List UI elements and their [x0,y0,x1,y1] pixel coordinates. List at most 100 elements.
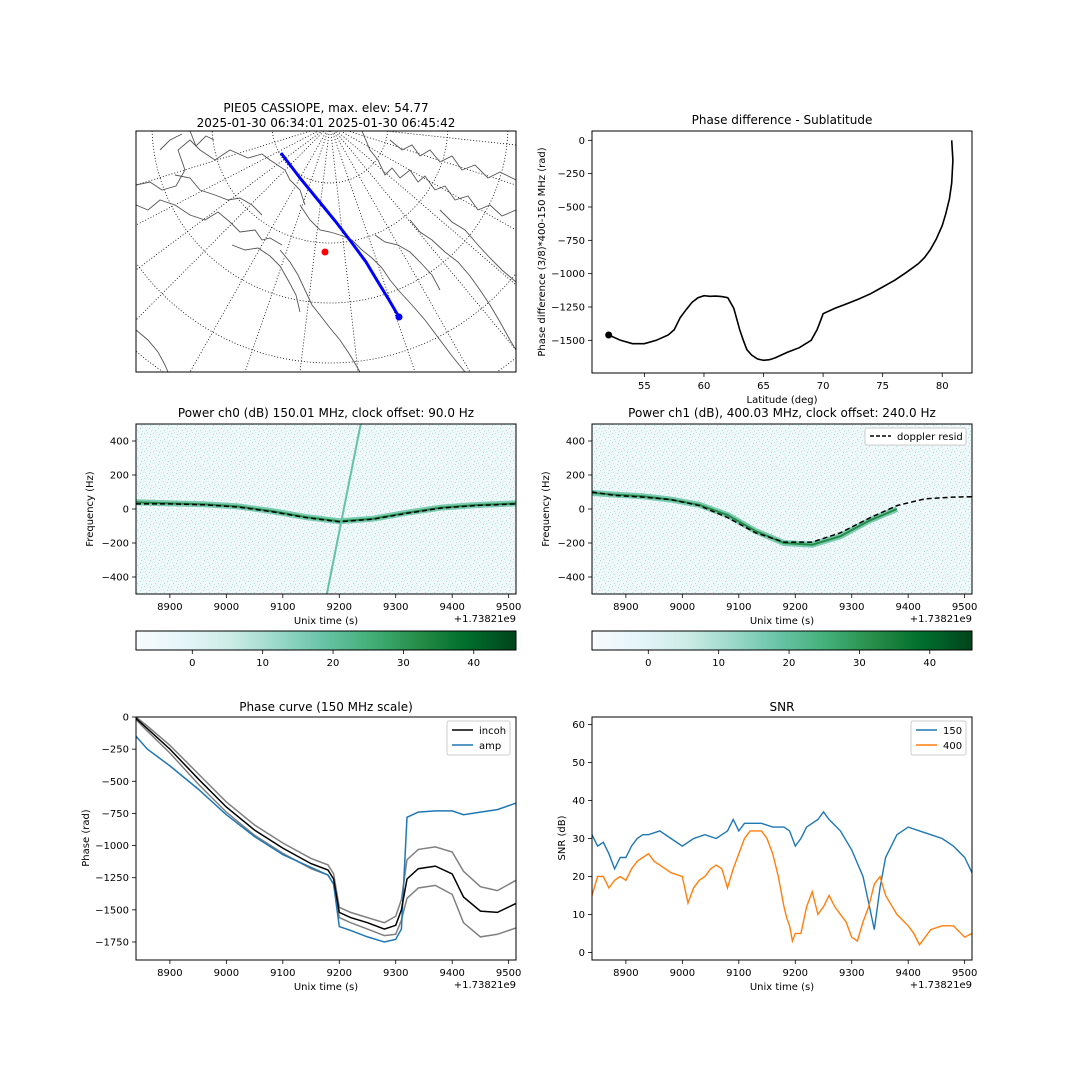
power-ch0-plot [135,423,517,595]
power-ch1-yticks: 400 200 0 −200 −400 [558,437,592,584]
phase-curve-ytick-label-1: −250 [102,745,129,756]
snr-ytick-label-5: 50 [572,758,585,769]
power-ch1-ytick-label-2: 0 [579,505,585,516]
phase-diff-xtick-label-2: 65 [757,381,770,392]
snr-ytick-label-6: 60 [572,720,585,731]
power-ch0-frame [135,423,517,595]
power-ch1-legend-box [864,427,967,446]
power-ch1-frame [591,423,973,595]
phase-curve-line-amp [135,735,517,943]
legend-label-amp: amp [479,741,501,752]
power-ch1-offset: +1.73821e9 [910,614,972,625]
power-ch0-xticks: 8900 9000 9100 9200 9300 9400 9500 [157,594,521,613]
phase-diff-panel: Phase difference - Sublatitude 55 60 65 70 7… [537,113,973,406]
phase-diff-start-marker [605,331,613,339]
phase-curve-xtick-label-4: 9300 [383,968,408,979]
power-ch1-ytick-label-0: 400 [566,437,585,448]
snr-ylabel: SNR (dB) [557,815,568,860]
power-ch1-colorbar [591,630,973,651]
snr-ytick-label-0: 0 [579,948,585,959]
power-ch0-interference-line [325,423,362,595]
power-ch0-ytick-label-2: 0 [123,505,129,516]
station-marker [321,248,329,256]
phase-diff-ytick-label-6: −1500 [551,336,585,347]
map-title-line1: PIE05 CASSIOPE, max. elev: 54.77 [223,101,428,115]
legend-label-incoh: incoh [479,726,506,737]
power-ch1-xtick-label-3: 9200 [783,602,808,613]
power-ch0-cbar-label-2: 20 [327,658,340,669]
snr-frame [591,716,973,961]
power-ch0-xtick-label-5: 9400 [439,602,464,613]
phase-diff-ytick-label-0: 0 [579,136,585,147]
power-ch0-colorbar [135,630,517,651]
power-ch1-xtick-label-5: 9400 [895,602,920,613]
snr-xtick-label-5: 9400 [895,968,920,979]
power-ch1-xtick-label-6: 9500 [952,602,977,613]
phase-diff-xtick-label-1: 60 [698,381,711,392]
power-ch1-ytick-label-4: −400 [558,573,585,584]
map-coastlines [136,131,516,372]
power-ch0-cbar-label-1: 10 [256,658,269,669]
phase-diff-xlabel: Latitude (deg) [747,395,818,406]
power-ch0-title: Power ch0 (dB) 150.01 MHz, clock offset:… [178,406,474,420]
legend-label-150: 150 [943,726,962,737]
phase-curve-line-incoh [135,717,517,930]
phase-curve-ylabel: Phase (rad) [81,809,92,867]
power-ch1-xtick-label-4: 9300 [839,602,864,613]
snr-legend: 150 400 [910,720,967,756]
power-ch1-background [592,424,972,594]
power-ch0-ytick-label-3: −200 [102,539,129,550]
phase-curve-plot [135,716,517,943]
phase-diff-ylabel: Phase difference (3/8)*400-150 MHz (rad) [537,147,548,356]
power-ch1-cbar-label-0: 0 [645,658,651,669]
phase-diff-xticks: 55 60 65 70 75 80 [638,373,949,392]
power-ch0-cbar-label-3: 30 [397,658,410,669]
power-ch1-ylabel: Frequency (Hz) [541,471,552,547]
phase-curve-xtick-label-0: 8900 [157,968,182,979]
power-ch0-yticks: 400 200 0 −200 −400 [102,437,136,584]
power-ch0-xlabel: Unix time (s) [294,616,358,627]
snr-xtick-label-1: 9000 [670,968,695,979]
snr-line-400 [591,830,973,947]
power-ch0-ytick-label-0: 400 [110,437,129,448]
power-ch0-offset: +1.73821e9 [454,614,516,625]
phase-curve-xtick-label-3: 9200 [327,968,352,979]
phase-curve-xtick-label-1: 9000 [214,968,239,979]
phase-curve-xlabel: Unix time (s) [294,982,358,993]
power-ch1-ytick-label-3: −200 [558,539,585,550]
phase-curve-xtick-label-5: 9400 [439,968,464,979]
power-ch0-colorbar-ticks: 0 10 20 30 40 [189,650,480,669]
phase-diff-xtick-label-0: 55 [638,381,651,392]
snr-ytick-label-3: 30 [572,834,585,845]
phase-curve-title: Phase curve (150 MHz scale) [239,700,413,714]
power-ch1-cbar-label-2: 20 [783,658,796,669]
phase-diff-yticks: 0 −250 −500 −750 −1000 −1250 −1500 [551,136,592,347]
snr-line-150 [591,810,973,930]
phase-diff-plot [605,140,954,362]
phase-curve-ytick-label-2: −500 [102,777,129,788]
power-ch0-xtick-label-4: 9300 [383,602,408,613]
snr-xtick-label-2: 9100 [726,968,751,979]
power-ch1-legend: doppler resid [864,427,967,446]
snr-xtick-label-4: 9300 [839,968,864,979]
snr-ytick-label-1: 10 [572,910,585,921]
snr-ytick-label-2: 20 [572,872,585,883]
power-ch0-xtick-label-3: 9200 [327,602,352,613]
snr-xticks: 8900 9000 9100 9200 9300 9400 9500 [613,960,977,979]
power-ch1-panel: Power ch1 (dB), 400.03 MHz, clock offset… [541,406,977,669]
power-ch0-ytick-label-4: −400 [102,573,129,584]
power-ch0-cbar-label-4: 40 [467,658,480,669]
phase-diff-ytick-label-2: −500 [558,203,585,214]
phase-diff-ytick-label-4: −1000 [551,269,585,280]
power-ch1-legend-label: doppler resid [897,432,963,443]
phase-curve-ytick-label-5: −1250 [95,873,129,884]
power-ch1-cbar-label-1: 10 [712,658,725,669]
power-ch1-cbar-label-4: 40 [923,658,936,669]
phase-curve-xticks: 8900 9000 9100 9200 9300 9400 9500 [157,960,521,979]
phase-curve-xtick-label-2: 9100 [270,968,295,979]
power-ch0-xtick-label-0: 8900 [157,602,182,613]
phase-curve-panel: Phase curve (150 MHz scale) 8900 9000 9100… [81,700,521,993]
phase-curve-xtick-label-6: 9500 [496,968,521,979]
phase-curve-line-lower [135,719,517,938]
power-ch1-xticks: 8900 9000 9100 9200 9300 9400 9500 [613,594,977,613]
